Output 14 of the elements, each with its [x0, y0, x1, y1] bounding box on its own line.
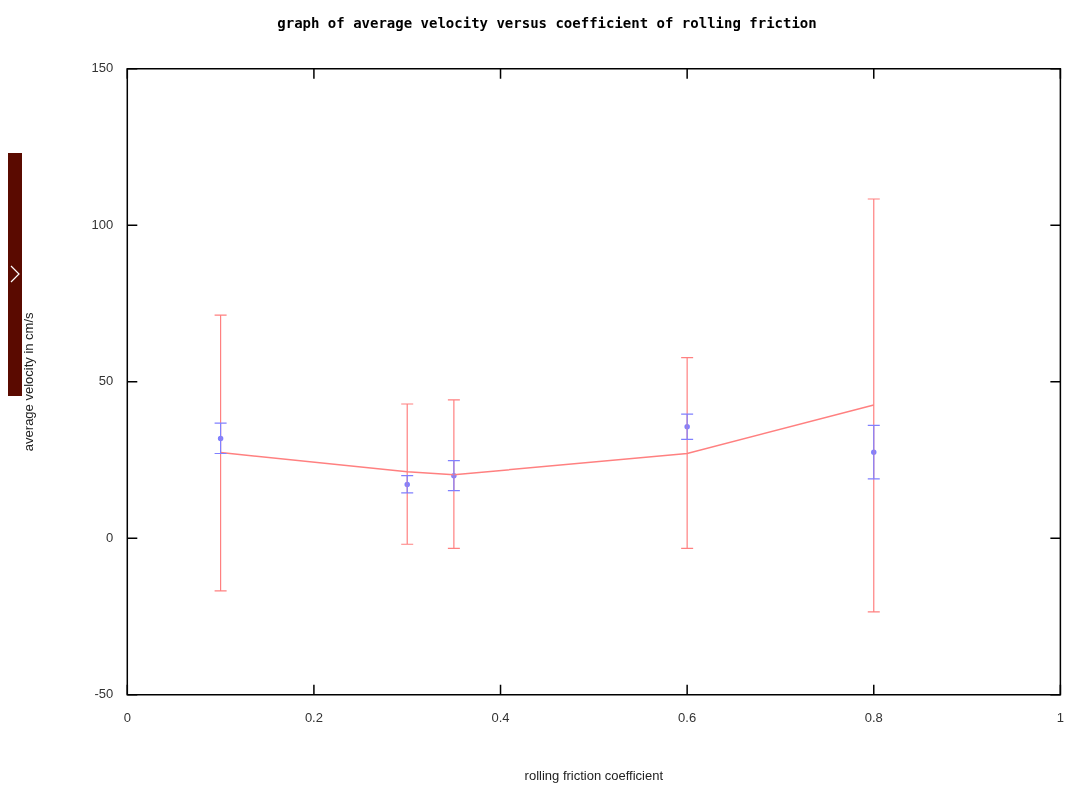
y-tick-label: -50: [94, 686, 114, 702]
x-tick-label: 0.6: [678, 710, 697, 726]
x-axis-title: rolling friction coefficient: [524, 767, 664, 783]
y-tick-label: 50: [98, 373, 114, 389]
y-tick-label: 150: [91, 60, 114, 76]
x-tick-label: 0.2: [304, 710, 323, 726]
x-tick-label: 0: [123, 710, 131, 726]
x-tick-label: 0.8: [864, 710, 883, 726]
x-tick-label: 1: [1056, 710, 1064, 726]
x-tick-label: 0.4: [491, 710, 510, 726]
y-axis-title: average velocity in cm/s: [21, 311, 37, 452]
y-tick-label: 100: [91, 216, 114, 232]
y-tick-label: 0: [106, 529, 114, 545]
chart-title: graph of average velocity versus coefficient of rolling friction: [277, 15, 817, 32]
